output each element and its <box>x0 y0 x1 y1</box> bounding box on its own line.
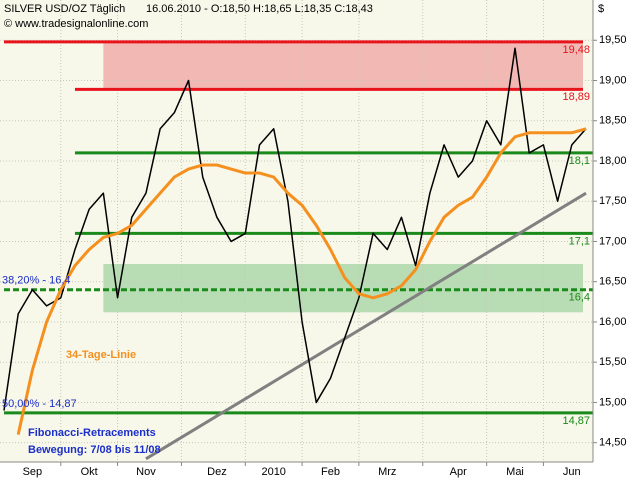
x-tick-label: Jun <box>563 466 581 478</box>
y-tick-label: 16,50 <box>599 276 627 288</box>
ma-line <box>16 127 587 435</box>
zone <box>103 264 584 313</box>
fib-label: 50,00% - 14,87 <box>2 398 77 410</box>
y-tick-label: 18,50 <box>599 115 627 127</box>
annotation: 34-Tage-Linie <box>66 349 136 361</box>
level-label: 14,87 <box>562 415 590 427</box>
level-label: 19,48 <box>562 44 590 56</box>
y-tick-label: 17,00 <box>599 235 627 247</box>
y-tick-label: 15,00 <box>599 396 627 408</box>
y-tick-label: 17,50 <box>599 195 627 207</box>
annotation: Fibonacci-Retracements <box>28 427 156 439</box>
level-label: 18,89 <box>562 91 590 103</box>
level-label: 16,4 <box>569 292 590 304</box>
fib-label: 38,20% - 16,4 <box>2 275 71 287</box>
layer: 19,48 18,89 18,1 17,1 16,4 14,87 38,20% - 16,4… <box>0 0 593 462</box>
zone <box>103 41 584 90</box>
x-tick-label: 2010 <box>261 466 285 478</box>
chart-subtitle: 16.06.2010 - O:18,50 H:18,65 L:18,35 C:1… <box>146 3 373 15</box>
level-label: 17,1 <box>569 235 590 247</box>
y-tick-label: 19,00 <box>599 74 627 86</box>
x-tick-label: Mrz <box>378 466 396 478</box>
chart-title: SILVER USD/OZ Täglich <box>4 3 125 15</box>
y-tick-label: 18,00 <box>599 155 627 167</box>
y-unit: $ <box>598 3 604 15</box>
y-tick-label: 14,50 <box>599 437 627 449</box>
y-tick-label: 15,50 <box>599 356 627 368</box>
x-tick-label: Okt <box>81 466 98 478</box>
trendline <box>145 191 587 461</box>
x-tick-label: Dez <box>207 466 227 478</box>
level-label: 18,1 <box>569 155 590 167</box>
y-tick-label: 16,00 <box>599 316 627 328</box>
price-line <box>3 47 587 411</box>
x-tick-label: Apr <box>450 466 467 478</box>
copyright: © www.tradesignalonline.com <box>4 18 148 30</box>
x-tick-label: Feb <box>321 466 340 478</box>
x-tick-label: Sep <box>23 466 43 478</box>
x-tick-label: Mai <box>506 466 524 478</box>
y-tick-label: 19,50 <box>599 34 627 46</box>
x-tick-label: Nov <box>136 466 156 478</box>
annotation: Bewegung: 7/08 bis 11/08 <box>28 444 161 456</box>
